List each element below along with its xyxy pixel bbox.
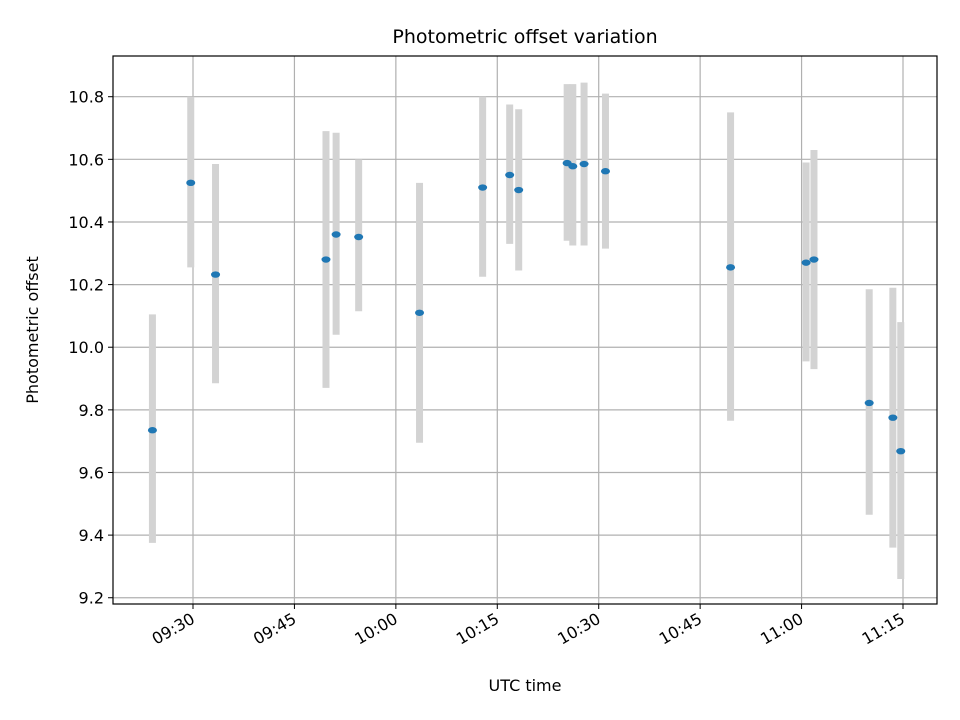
y-tick-label: 9.4: [79, 526, 104, 545]
data-point: [726, 264, 736, 271]
data-point: [579, 160, 589, 168]
data-points: [147, 159, 906, 455]
x-axis-label: UTC time: [489, 676, 562, 695]
data-point: [888, 414, 898, 421]
chart-title: Photometric offset variation: [392, 26, 657, 48]
data-point: [321, 256, 331, 263]
grid: [113, 56, 937, 604]
data-point: [186, 179, 196, 187]
data-point: [801, 259, 811, 266]
y-axis-label: Photometric offset: [23, 256, 42, 404]
data-point: [514, 186, 524, 194]
data-point: [568, 163, 578, 170]
y-tick-label: 9.2: [79, 589, 104, 608]
data-point: [505, 171, 515, 179]
data-point: [147, 427, 157, 434]
data-point: [478, 184, 488, 191]
y-tick-label: 10.6: [68, 150, 104, 169]
y-tick-label: 10.8: [68, 88, 104, 107]
y-tick-label: 10.0: [68, 338, 104, 357]
data-point: [864, 399, 874, 407]
y-tick-label: 10.2: [68, 276, 104, 295]
y-axis-ticks: 9.2 9.4 9.6 9.8 10.0 10.2 10.4 10.6 10.8: [68, 88, 113, 608]
data-point: [331, 231, 341, 238]
y-tick-label: 9.8: [79, 401, 104, 420]
y-tick-label: 9.6: [79, 463, 104, 482]
data-point: [211, 271, 221, 278]
plot-frame: [112, 55, 938, 605]
data-point: [600, 168, 610, 175]
data-point: [896, 447, 906, 455]
data-point: [809, 256, 819, 263]
data-point: [415, 309, 425, 316]
data-point: [354, 233, 364, 241]
y-tick-label: 10.4: [68, 213, 104, 232]
